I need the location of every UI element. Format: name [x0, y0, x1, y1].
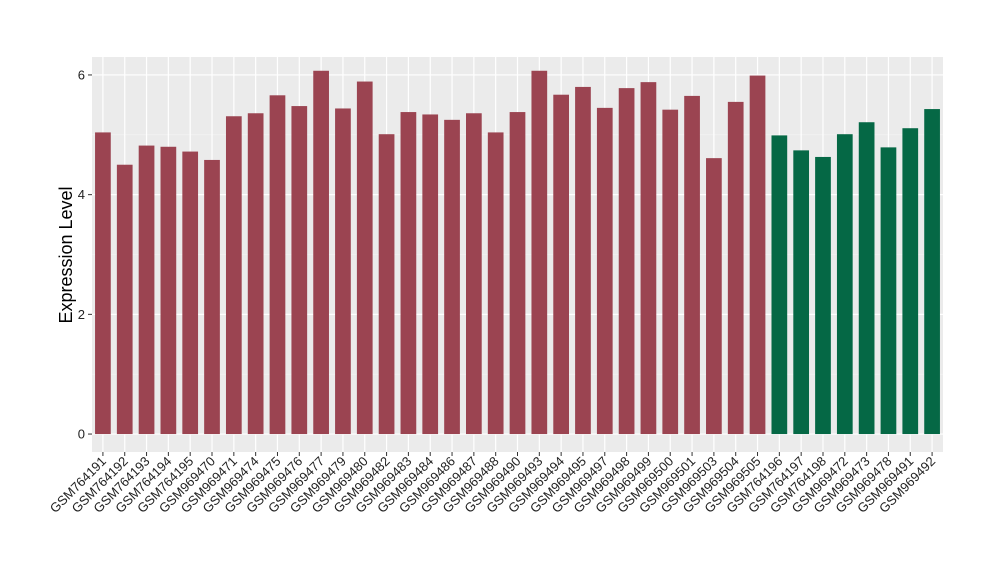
- bar-gsm969477: [313, 70, 329, 435]
- y-tick-label: 2: [78, 307, 85, 322]
- bar-gsm969480: [356, 81, 373, 435]
- y-tick-label: 6: [78, 67, 85, 82]
- bar-gsm969474: [247, 113, 264, 435]
- bar-gsm764192: [116, 164, 133, 435]
- bar-gsm969479: [335, 108, 351, 435]
- bar-gsm969488: [487, 132, 504, 435]
- bar-gsm969497: [596, 107, 613, 435]
- bar-gsm969499: [640, 82, 657, 435]
- bar-gsm764191: [95, 132, 111, 435]
- y-axis-title: Expression Level: [56, 186, 76, 323]
- y-axis: 0 2 4 6: [78, 67, 92, 442]
- bar-gsm764193: [138, 145, 155, 435]
- bar-gsm969505: [749, 75, 766, 435]
- x-axis: GSM764191GSM764192GSM764193GSM764194GSM7…: [47, 452, 938, 516]
- bar-gsm969478: [880, 147, 897, 435]
- bar-gsm764194: [160, 146, 177, 435]
- bar-gsm969483: [400, 112, 417, 435]
- bar-gsm969501: [684, 95, 700, 435]
- bar-gsm969504: [727, 101, 744, 435]
- bar-gsm969490: [509, 112, 526, 435]
- bar-gsm969472: [836, 134, 853, 435]
- bar-gsm764196: [771, 135, 788, 435]
- bars: [95, 70, 940, 435]
- y-tick-label: 4: [78, 187, 85, 202]
- bar-gsm969484: [422, 114, 439, 435]
- bar-gsm764198: [815, 156, 831, 435]
- bar-gsm969470: [204, 159, 220, 435]
- bar-gsm764195: [182, 151, 199, 435]
- bar-gsm969493: [531, 70, 548, 435]
- bar-gsm969495: [575, 86, 591, 435]
- bar-gsm969471: [225, 116, 242, 435]
- bar-gsm969473: [858, 122, 875, 435]
- bar-gsm969487: [466, 113, 482, 435]
- bar-gsm764197: [793, 150, 810, 435]
- bar-gsm969475: [269, 95, 286, 435]
- y-tick-label: 0: [78, 427, 85, 442]
- bar-gsm969492: [924, 109, 940, 435]
- bar-gsm969482: [378, 134, 395, 435]
- bar-gsm969503: [706, 158, 722, 435]
- bar-gsm969500: [662, 109, 679, 435]
- bar-gsm969494: [553, 94, 569, 435]
- bar-gsm969491: [902, 128, 919, 435]
- bar-gsm969498: [618, 88, 635, 435]
- bar-gsm969476: [291, 106, 308, 435]
- bar-gsm969486: [444, 119, 460, 435]
